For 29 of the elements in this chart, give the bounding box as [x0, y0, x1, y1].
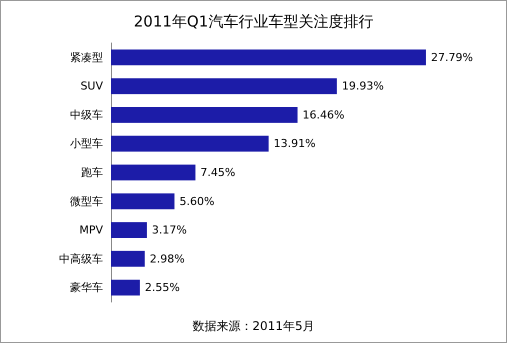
bar	[111, 78, 337, 94]
bar	[111, 136, 269, 152]
data-label: 5.60%	[179, 194, 214, 208]
data-label: 27.79%	[430, 50, 473, 64]
bar	[111, 49, 426, 66]
y-tick-label: 中级车	[70, 108, 103, 122]
bar	[111, 280, 140, 296]
data-label: 19.93%	[342, 80, 384, 93]
bar	[111, 164, 196, 180]
y-tick-label: 紧凑型	[70, 50, 103, 64]
y-tick-label: 小型车	[70, 137, 103, 150]
data-label: 7.45%	[200, 166, 236, 179]
bar	[111, 107, 298, 123]
y-tick-label: SUV	[80, 80, 104, 93]
y-tick-label: 跑车	[81, 166, 103, 179]
source-note: 数据来源：2011年5月	[192, 319, 315, 333]
bar	[111, 222, 147, 238]
data-label: 13.91%	[274, 137, 316, 150]
bar	[111, 250, 145, 267]
data-label: 16.46%	[302, 108, 344, 122]
y-tick-label: MPV	[79, 224, 104, 237]
chart-title: 2011年Q1汽车行业车型关注度排行	[134, 12, 374, 30]
data-label: 2.55%	[144, 281, 180, 294]
data-label: 3.17%	[152, 224, 187, 237]
data-label: 2.98%	[150, 252, 185, 266]
y-tick-label: 微型车	[70, 194, 103, 208]
bar	[111, 193, 174, 210]
y-tick-label: 中高级车	[59, 252, 103, 266]
y-tick-label: 豪华车	[70, 281, 103, 294]
